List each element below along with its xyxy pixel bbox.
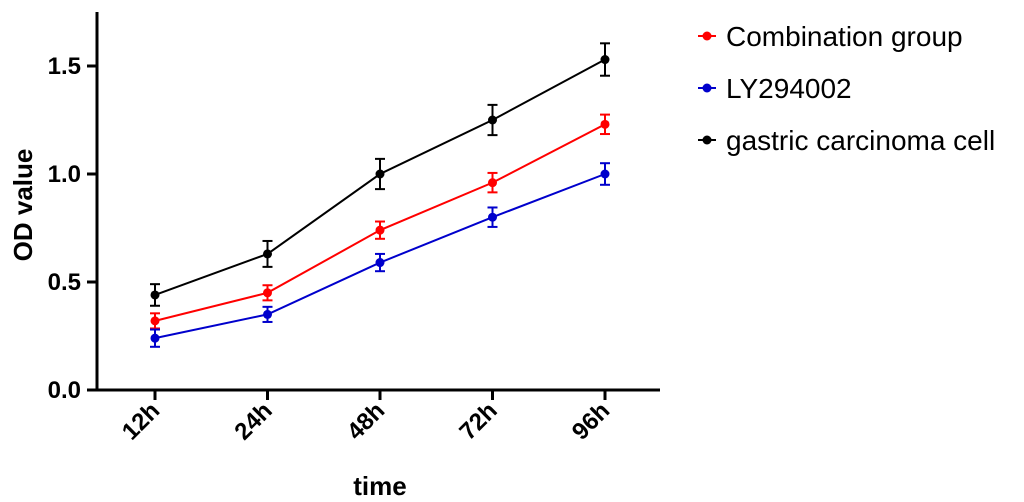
- data-point: [488, 178, 497, 188]
- legend-label: LY294002: [726, 73, 852, 104]
- legend-swatch-marker: [702, 83, 712, 93]
- data-point: [488, 115, 497, 125]
- x-tick-label: 12h: [117, 397, 165, 445]
- data-point: [150, 316, 160, 326]
- series-ly294002: [150, 162, 610, 348]
- series-layer: [150, 42, 610, 348]
- legend-item: LY294002: [698, 73, 852, 104]
- legend-swatch-marker: [702, 135, 712, 145]
- y-tick-label: 1.0: [48, 161, 81, 188]
- data-point: [600, 55, 610, 65]
- x-tick-label: 48h: [342, 397, 390, 445]
- y-tick-label: 0.0: [48, 377, 81, 404]
- legend-item: gastric carcinoma cell: [698, 125, 995, 156]
- y-tick-label: 0.5: [48, 269, 81, 296]
- legend-item: Combination group: [698, 21, 963, 52]
- legend-label: Combination group: [726, 21, 963, 52]
- data-point: [375, 225, 385, 235]
- legend-swatch-marker: [702, 31, 712, 41]
- x-tick-label: 24h: [229, 397, 277, 445]
- data-point: [600, 119, 610, 129]
- data-point: [263, 249, 272, 259]
- y-tick-label: 1.5: [48, 53, 81, 80]
- data-point: [150, 333, 160, 343]
- data-point: [375, 258, 385, 268]
- series-combination-group: [150, 113, 610, 330]
- legend: Combination group LY294002 gastric carcino…: [698, 21, 995, 156]
- data-point: [375, 169, 385, 179]
- x-tick-label: 72h: [454, 397, 502, 445]
- x-ticks: 12h 24h 48h 72h 96h: [117, 390, 615, 445]
- data-point: [263, 288, 272, 298]
- data-point: [488, 212, 497, 222]
- y-ticks: 0.0 0.5 1.0 1.5: [48, 53, 97, 404]
- data-point: [150, 290, 160, 300]
- series-gastric-carcinoma-cell: [150, 42, 610, 307]
- x-tick-label: 96h: [567, 397, 615, 445]
- axes: [95, 12, 660, 392]
- y-axis-title: OD value: [8, 149, 38, 262]
- legend-label: gastric carcinoma cell: [726, 125, 995, 156]
- x-axis-title: time: [353, 471, 406, 501]
- data-point: [600, 169, 610, 179]
- data-point: [263, 309, 272, 319]
